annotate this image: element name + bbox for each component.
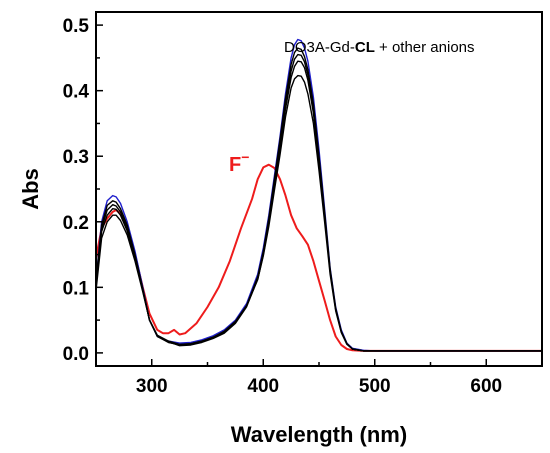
series-line-1	[96, 163, 542, 352]
y-tick-label: 0.3	[63, 147, 89, 168]
series-layer	[96, 38, 542, 352]
fluoride-annotation: F−	[229, 149, 249, 176]
series-line-3	[96, 47, 542, 352]
series-line-4	[96, 53, 542, 352]
y-tick-label: 0.0	[63, 344, 89, 365]
series-line-5	[96, 60, 542, 352]
y-tick-label: 0.2	[63, 213, 89, 234]
series-line-2	[96, 38, 542, 352]
x-axis-title: Wavelength (nm)	[231, 422, 407, 447]
y-axis-title: Abs	[18, 168, 43, 210]
y-tick-label: 0.5	[63, 16, 90, 37]
plot-frame	[95, 11, 543, 367]
x-tick-label: 500	[359, 376, 391, 397]
fluoride-annotation-superscript: −	[241, 149, 249, 165]
legend-label-pre: DO3A-Gd-	[284, 39, 355, 56]
legend-label-post: + other anions	[375, 39, 475, 56]
x-tick-label: 600	[470, 376, 502, 397]
legend-label: DO3A-Gd-CL + other anions	[284, 39, 475, 56]
fluoride-annotation-label: F	[229, 154, 241, 176]
series-line-6	[96, 74, 542, 352]
x-tick-label: 400	[247, 376, 279, 397]
legend-label-bold: CL	[355, 39, 375, 56]
y-tick-label: 0.1	[63, 278, 90, 299]
y-tick-label: 0.4	[63, 82, 90, 103]
x-tick-label: 300	[136, 376, 168, 397]
ticks-layer: 300 400 500 600 0.0 0.1 0.2 0.3 0.4 0.5	[63, 16, 543, 397]
